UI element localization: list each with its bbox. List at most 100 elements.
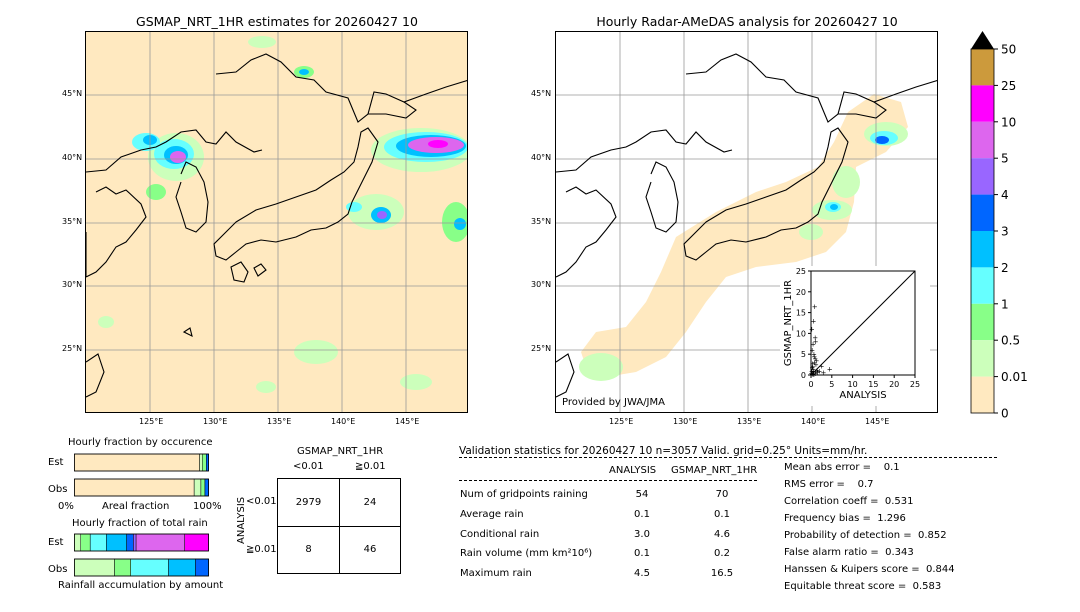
scatter-point: + [815, 369, 821, 377]
left-lat-25: 25°N [62, 344, 83, 353]
validation-row-label: Rain volume (mm km²10⁶) [460, 548, 593, 559]
stacked-bar-segment [73, 533, 81, 552]
left-lon-135: 135°E [267, 417, 292, 426]
left-map-canvas [86, 32, 467, 412]
inset-y-tick-label: 5 [801, 350, 806, 359]
scatter-point: + [813, 357, 819, 365]
stacked-bar-segment [89, 533, 107, 552]
colorbar-cell [971, 194, 994, 231]
left-map-title: GSMAP_NRT_1HR estimates for 20260427 10 [136, 14, 418, 29]
validation-header-rule [459, 457, 997, 458]
inset-xlabel: ANALYSIS [839, 390, 886, 401]
stacked-bar-segment [193, 478, 202, 497]
colorbar-label: 4 [1001, 188, 1009, 202]
scatter-point: + [810, 360, 816, 368]
left-lat-45: 45°N [62, 89, 83, 98]
validation-row-gsmap: 4.6 [714, 529, 730, 540]
stacked-bar-frame [74, 558, 209, 577]
validation-row-analysis: 0.1 [634, 509, 650, 520]
scatter-point: + [809, 326, 815, 334]
stacked-bar-segment [73, 478, 195, 497]
left-lon-140: 140°E [331, 417, 356, 426]
scatter-point: + [808, 369, 814, 377]
score-hk: Hanssen & Kuipers score = 0.844 [784, 564, 955, 575]
colorbar-extend-arrow [971, 31, 994, 49]
colorbar-labels: 50 25 10 5 4 3 2 1 0.5 0.01 0 [994, 43, 1028, 421]
right-lon-125: 125°E [609, 417, 634, 426]
right-lon-145: 145°E [865, 417, 890, 426]
stacked-bar-segment [195, 558, 210, 577]
left-lat-30: 30°N [62, 280, 83, 289]
colorbar-label: 3 [1001, 225, 1009, 239]
stacked-bar-segment [130, 558, 169, 577]
right-lon-130: 130°E [673, 417, 698, 426]
inset-diagonal [810, 270, 916, 376]
total-rain-title: Hourly fraction of total rain [72, 518, 208, 529]
contingency-hline [278, 526, 400, 527]
validation-row-label: Average rain [460, 509, 524, 520]
validation-row-analysis: 4.5 [634, 568, 650, 579]
validation-col-analysis: ANALYSIS [609, 465, 657, 476]
scatter-point: + [812, 303, 818, 311]
inset-points: ++++++++++++++++++++++++++++++ + [808, 303, 832, 379]
scatter-point: + [813, 368, 819, 376]
scatter-point: + [809, 347, 815, 355]
colorbar-cell [971, 267, 994, 304]
stacked-bar-frame [74, 478, 209, 497]
colorbar: 50 25 10 5 4 3 2 1 0.5 0.01 0 [960, 28, 1070, 428]
inset-x-tick-label: 0 [808, 380, 813, 389]
stacked-bar-segment [73, 453, 200, 472]
contingency-cell-false-alarms: 24 [363, 497, 377, 508]
contingency-row-lt: <0.01 [246, 496, 277, 507]
occurrence-chart [73, 452, 210, 498]
scatter-point: + [811, 353, 817, 361]
contingency-cell-misses: 8 [305, 544, 312, 555]
stacked-bar-frame [74, 453, 209, 472]
left-map [85, 31, 468, 413]
occurrence-svg [73, 453, 210, 497]
scatter-point: + [811, 351, 817, 359]
colorbar-cell [971, 158, 994, 195]
score-far: False alarm ratio = 0.343 [784, 547, 914, 558]
validation-row-gsmap: 0.1 [714, 509, 730, 520]
right-map-grid [556, 32, 937, 412]
colorbar-label: 0.5 [1001, 334, 1020, 348]
inset-x-tick-label: 10 [848, 380, 858, 389]
contingency-title: GSMAP_NRT_1HR [297, 446, 384, 457]
colorbar-label: 5 [1001, 152, 1009, 166]
scatter-point: + [809, 367, 815, 375]
colorbar-cell [971, 231, 994, 268]
inset-x-tick-label: 5 [829, 380, 834, 389]
score-frequency-bias: Frequency bias = 1.296 [784, 513, 906, 524]
validation-row-label: Num of gridpoints raining [460, 489, 588, 500]
inset-x-tick-label: 25 [910, 380, 920, 389]
scatter-point: + [810, 365, 816, 373]
score-pod: Probability of detection = 0.852 [784, 530, 947, 541]
right-lat-35: 35°N [531, 217, 552, 226]
scatter-point: + [812, 355, 818, 363]
colorbar-label: 10 [1001, 115, 1016, 129]
right-lat-40: 40°N [531, 153, 552, 162]
scatter-point: + [809, 370, 815, 378]
left-lon-130: 130°E [203, 417, 228, 426]
stacked-bar-frame [74, 533, 209, 552]
inset-scatter-panel: + + + + + + + + + + + + + + + + + + + + + + + + + + + + + + + 0 5 10 15 20… [780, 266, 930, 406]
validation-row-analysis: 3.0 [634, 529, 650, 540]
colorbar-label: 0 [1001, 407, 1009, 421]
validation-row-label: Conditional rain [460, 529, 540, 540]
scatter-point: + [810, 340, 816, 348]
scatter-point: + [814, 367, 820, 375]
inset-y-tick-label: 10 [796, 329, 806, 338]
inset-y-tick-label: 0 [801, 371, 806, 380]
right-map-coastline [556, 53, 937, 398]
total-rain-caption: Rainfall accumulation by amount [58, 580, 224, 591]
scatter-point: + [813, 361, 819, 369]
scatter-point: + [813, 338, 819, 346]
left-lon-145: 145°E [395, 417, 420, 426]
validation-col-gsmap: GSMAP_NRT_1HR [671, 465, 758, 476]
stacked-bar-segment [200, 478, 206, 497]
colorbar-cell [971, 376, 994, 413]
inset-y-tick-label: 25 [796, 267, 806, 276]
stacked-bar-segment [126, 533, 134, 552]
validation-row-analysis: 0.1 [634, 548, 650, 559]
